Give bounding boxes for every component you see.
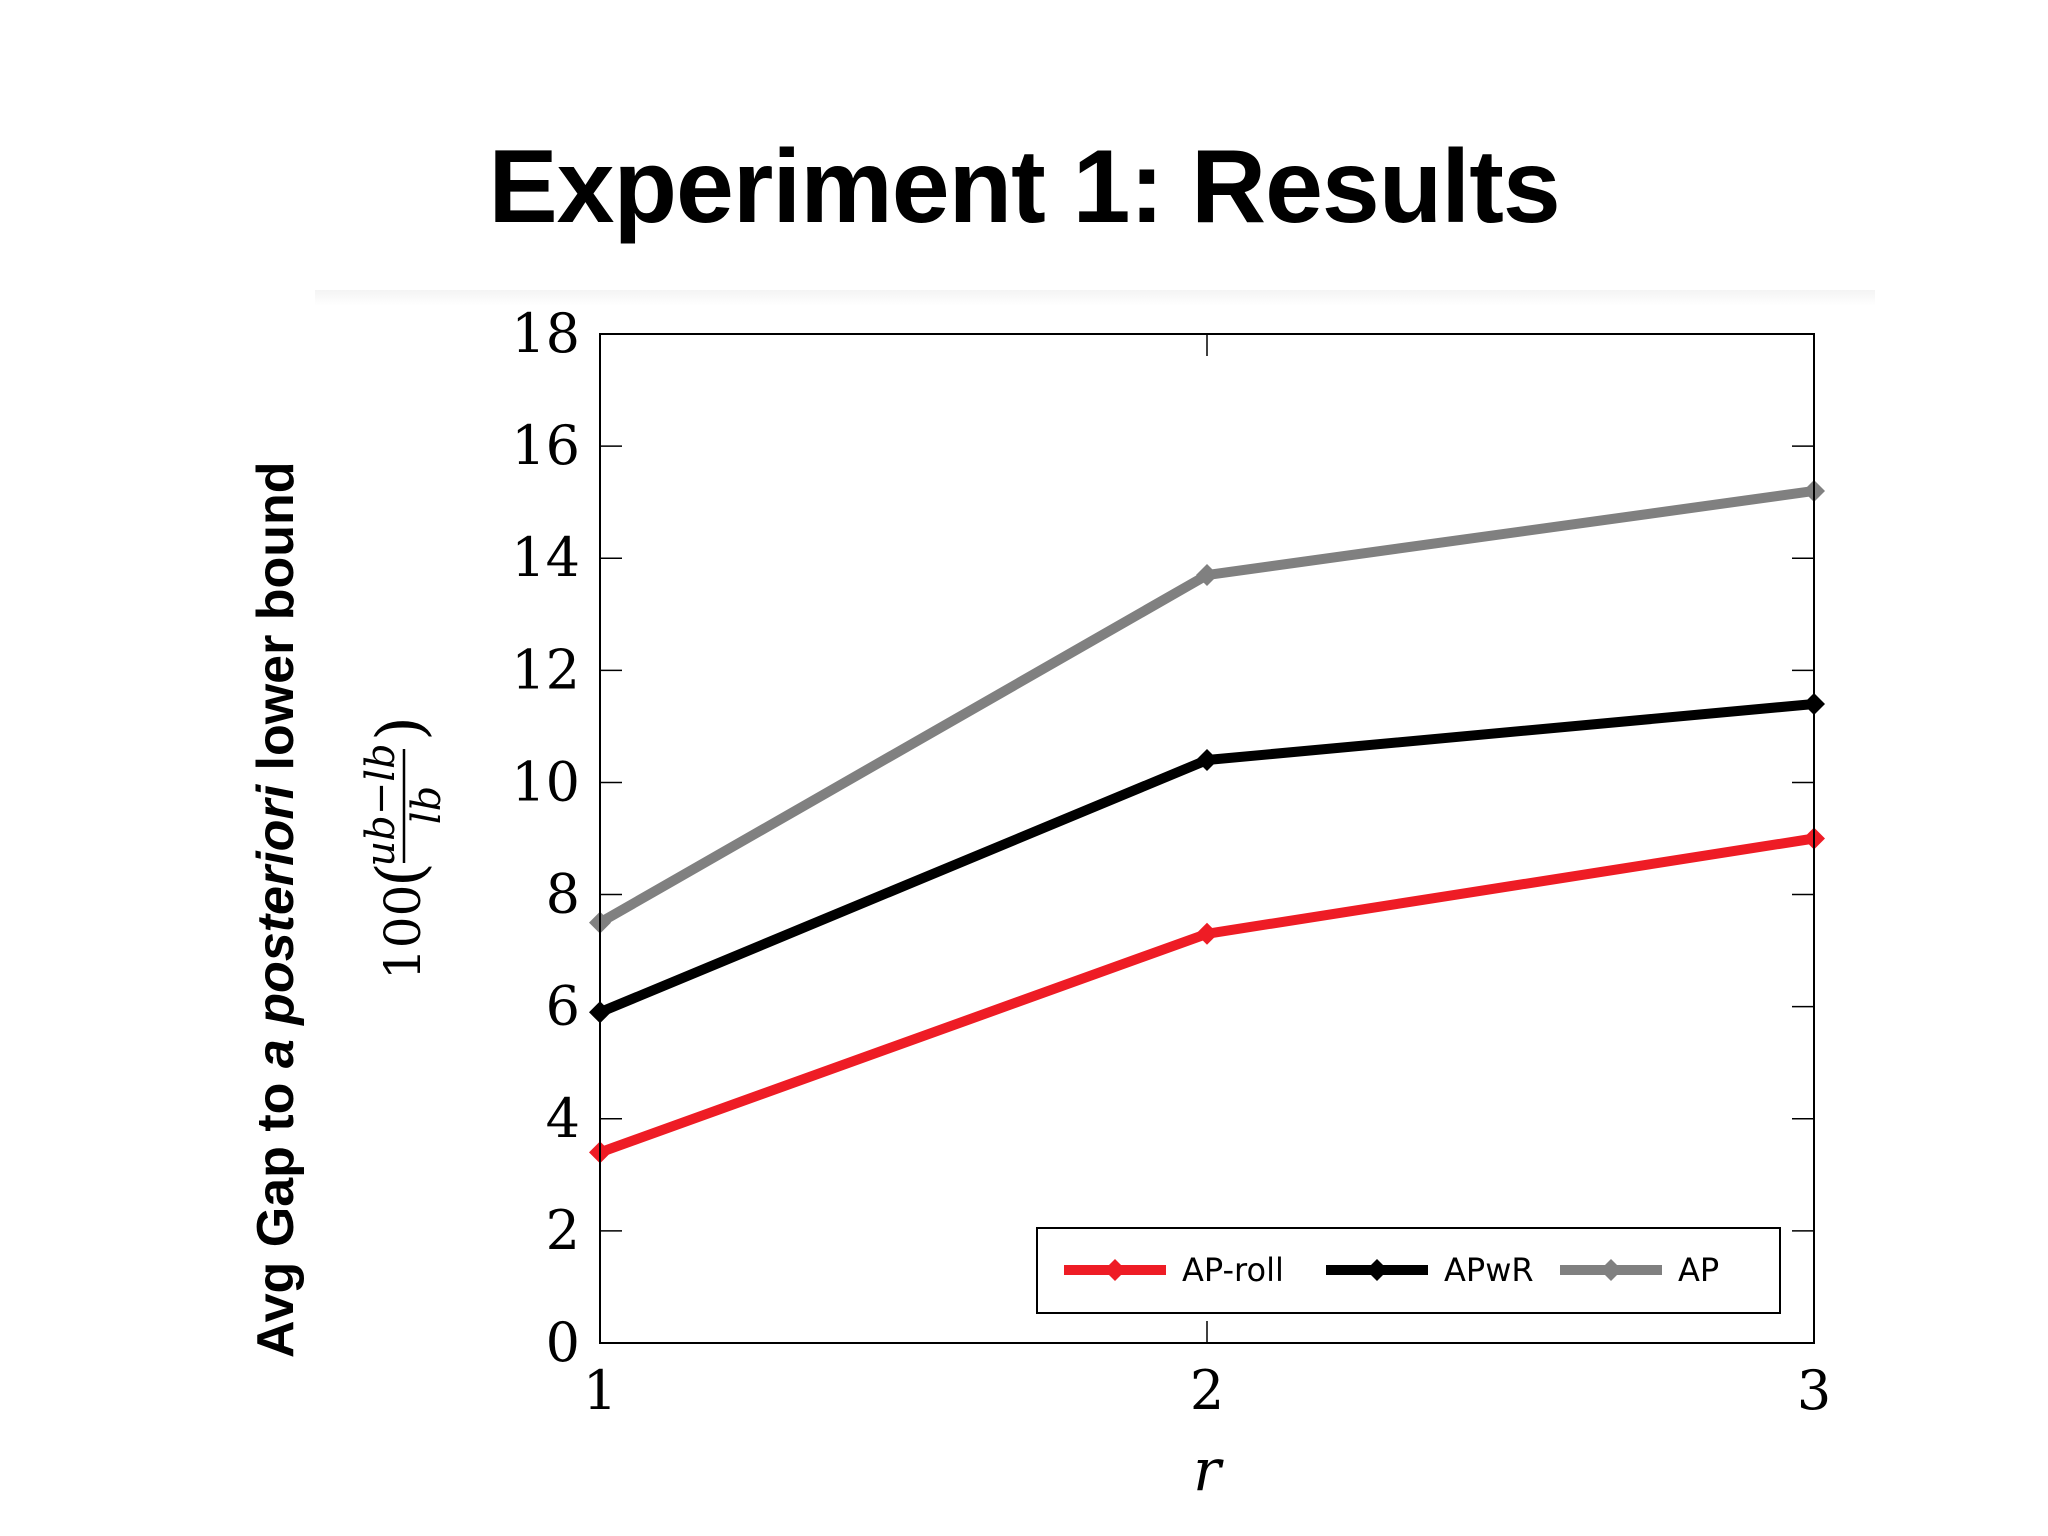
data-point-apwr [1196, 749, 1218, 772]
y-tick-label: 8 [546, 863, 580, 926]
y-tick-label: 14 [511, 526, 580, 589]
y-label-coef: 100 [374, 885, 432, 980]
slide-title: Experiment 1: Results [488, 129, 1560, 245]
data-point-ap-roll [1196, 922, 1218, 945]
legend-marker-ap [1600, 1259, 1622, 1281]
y-tick-label: 4 [546, 1087, 580, 1150]
x-tick-label: 2 [1190, 1359, 1224, 1422]
series-lines [589, 479, 1825, 1164]
y-tick-label: 18 [511, 302, 580, 365]
legend-label-ap-roll: AP-roll [1182, 1251, 1284, 1289]
x-axis-label: r [1193, 1436, 1224, 1504]
x-tick-label: 1 [583, 1359, 617, 1422]
plot-frame [599, 333, 1815, 1344]
y-tick-label: 16 [511, 414, 580, 477]
y-tick-label: 2 [546, 1199, 580, 1262]
y-tick-label: 10 [511, 750, 580, 813]
legend-entries: AP-roll APwR AP [1064, 1251, 1719, 1289]
data-point-ap [1196, 564, 1218, 587]
y-ticks: 0 2 4 6 8 10 12 14 16 18 [511, 302, 1814, 1374]
legend-marker-apwr [1366, 1259, 1388, 1281]
series-line-ap [597, 486, 1815, 927]
series-ap-roll [589, 827, 1825, 1164]
legend-label-apwr: APwR [1444, 1251, 1534, 1289]
y-label-numerator: ub−lb [358, 743, 404, 866]
legend-label-ap: AP [1678, 1251, 1719, 1289]
y-label-open-paren: ( [364, 862, 438, 887]
series-apwr [589, 692, 1825, 1024]
title-separator [315, 290, 1875, 306]
y-label-denominator: lb [404, 786, 450, 824]
x-tick-label: 3 [1797, 1359, 1831, 1422]
y-label-close-paren: ) [364, 716, 438, 741]
y-tick-label: 0 [546, 1311, 580, 1374]
series-line-ap-roll [598, 833, 1815, 1158]
legend: AP-roll APwR AP [1036, 1227, 1781, 1314]
y-axis-label: 100 ( ub−lb lb ) [358, 716, 450, 980]
series-ap [589, 479, 1825, 934]
y-tick-label: 12 [511, 638, 580, 701]
y-tick-label: 6 [546, 975, 580, 1038]
x-ticks: 1 2 3 [583, 334, 1831, 1422]
legend-marker-ap-roll [1104, 1259, 1126, 1281]
